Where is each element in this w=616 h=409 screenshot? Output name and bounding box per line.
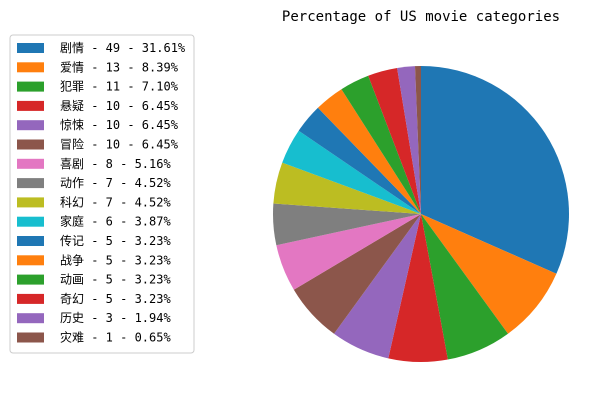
legend-swatch-12 bbox=[17, 274, 44, 285]
legend-label-15: 灾难 - 1 - 0.65% bbox=[60, 330, 171, 345]
legend-label-9: 家庭 - 6 - 3.87% bbox=[60, 214, 171, 229]
legend-swatch-4 bbox=[17, 120, 44, 131]
legend-swatch-6 bbox=[17, 158, 44, 169]
legend-swatch-8 bbox=[17, 197, 44, 208]
pie-slice-4 bbox=[334, 214, 421, 359]
legend-swatch-14 bbox=[17, 313, 44, 324]
legend-label-11: 战争 - 5 - 3.23% bbox=[60, 253, 171, 267]
legend-label-13: 奇幻 - 5 - 3.23% bbox=[60, 292, 171, 306]
pie-slice-12 bbox=[341, 75, 421, 215]
pie-slice-9 bbox=[282, 130, 421, 214]
legend-label-7: 动作 - 7 - 4.52% bbox=[60, 176, 171, 190]
legend-label-1: 爱情 - 13 - 8.39% bbox=[60, 60, 179, 74]
pie-slice-7 bbox=[272, 203, 421, 246]
legend-swatch-13 bbox=[17, 293, 44, 304]
legend-label-8: 科幻 - 7 - 4.52% bbox=[60, 195, 171, 209]
legend-swatch-1 bbox=[17, 62, 44, 73]
pie-slice-1 bbox=[421, 214, 557, 334]
pie-slice-0 bbox=[421, 66, 570, 274]
legend-frame bbox=[9, 34, 195, 354]
pie-slice-10 bbox=[298, 107, 421, 214]
legend-swatch-0 bbox=[17, 43, 44, 53]
legend-label-2: 犯罪 - 11 - 7.10% bbox=[60, 80, 179, 94]
pie-slice-8 bbox=[273, 162, 421, 214]
legend-swatch-2 bbox=[17, 81, 44, 92]
legend-label-14: 历史 - 3 - 1.94% bbox=[60, 311, 171, 325]
legend-swatch-7 bbox=[17, 178, 44, 189]
legend-swatch-3 bbox=[17, 100, 44, 111]
legend-label-12: 动画 - 5 - 3.23% bbox=[60, 273, 171, 287]
legend-swatch-9 bbox=[17, 216, 44, 227]
legend-label-6: 喜剧 - 8 - 5.16% bbox=[60, 157, 171, 171]
legend-label-10: 传记 - 5 - 3.23% bbox=[60, 233, 171, 248]
legend-label-5: 冒险 - 10 - 6.45% bbox=[60, 137, 179, 152]
legend-label-0: 剧情 - 49 - 31.61% bbox=[60, 41, 186, 55]
chart-title: Percentage of US movie categories bbox=[282, 9, 560, 25]
pie-slices bbox=[272, 66, 570, 362]
pie-slice-13 bbox=[368, 67, 421, 214]
legend-swatch-5 bbox=[17, 139, 44, 150]
pie-slice-6 bbox=[276, 214, 421, 290]
pie-slice-5 bbox=[293, 214, 421, 334]
pie-slice-14 bbox=[397, 66, 421, 215]
legend-label-3: 悬疑 - 10 - 6.45% bbox=[60, 98, 179, 113]
pie-slice-3 bbox=[388, 214, 448, 362]
legend-label-4: 惊悚 - 10 - 6.45% bbox=[60, 117, 179, 132]
pie-slice-15 bbox=[415, 66, 421, 214]
pie-slice-11 bbox=[317, 89, 421, 214]
legend-swatch-11 bbox=[17, 255, 44, 266]
pie-slice-2 bbox=[421, 214, 508, 360]
legend: 剧情 - 49 - 31.61% 爱情 - 13 - 8.39% 犯罪 - 11 -… bbox=[9, 34, 195, 354]
legend-swatch-15 bbox=[17, 332, 44, 343]
legend-swatch-10 bbox=[17, 236, 44, 246]
